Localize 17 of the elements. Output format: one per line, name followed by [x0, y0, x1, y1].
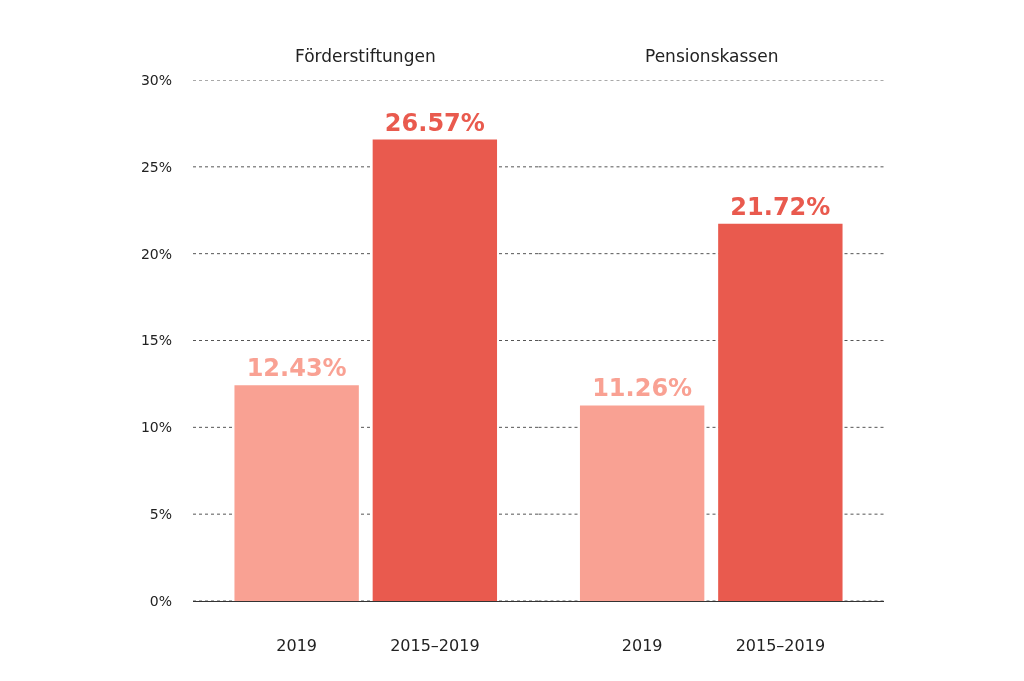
data-label: 12.43%	[246, 354, 347, 383]
y-tick-label: 5%	[149, 506, 172, 523]
y-tick-label: 0%	[149, 592, 172, 609]
data-label: 11.26%	[592, 374, 693, 403]
y-tick-label: 20%	[140, 245, 172, 262]
data-label: 21.72%	[730, 192, 831, 221]
y-tick-label: 25%	[140, 158, 172, 175]
chart-title: Pensionskassen	[645, 46, 779, 66]
y-tick-label: 30%	[140, 71, 172, 88]
data-label: 26.57%	[384, 108, 485, 137]
chart-title: Förderstiftungen	[295, 46, 436, 66]
x-tick-label: 2015–2019	[735, 636, 826, 656]
x-tick-label: 2015–2019	[390, 636, 480, 656]
y-tick-label: 10%	[140, 419, 172, 436]
y-tick-label: 15%	[140, 332, 172, 349]
x-tick-label: 2019	[276, 636, 318, 656]
x-tick-label: 2019	[621, 636, 663, 656]
